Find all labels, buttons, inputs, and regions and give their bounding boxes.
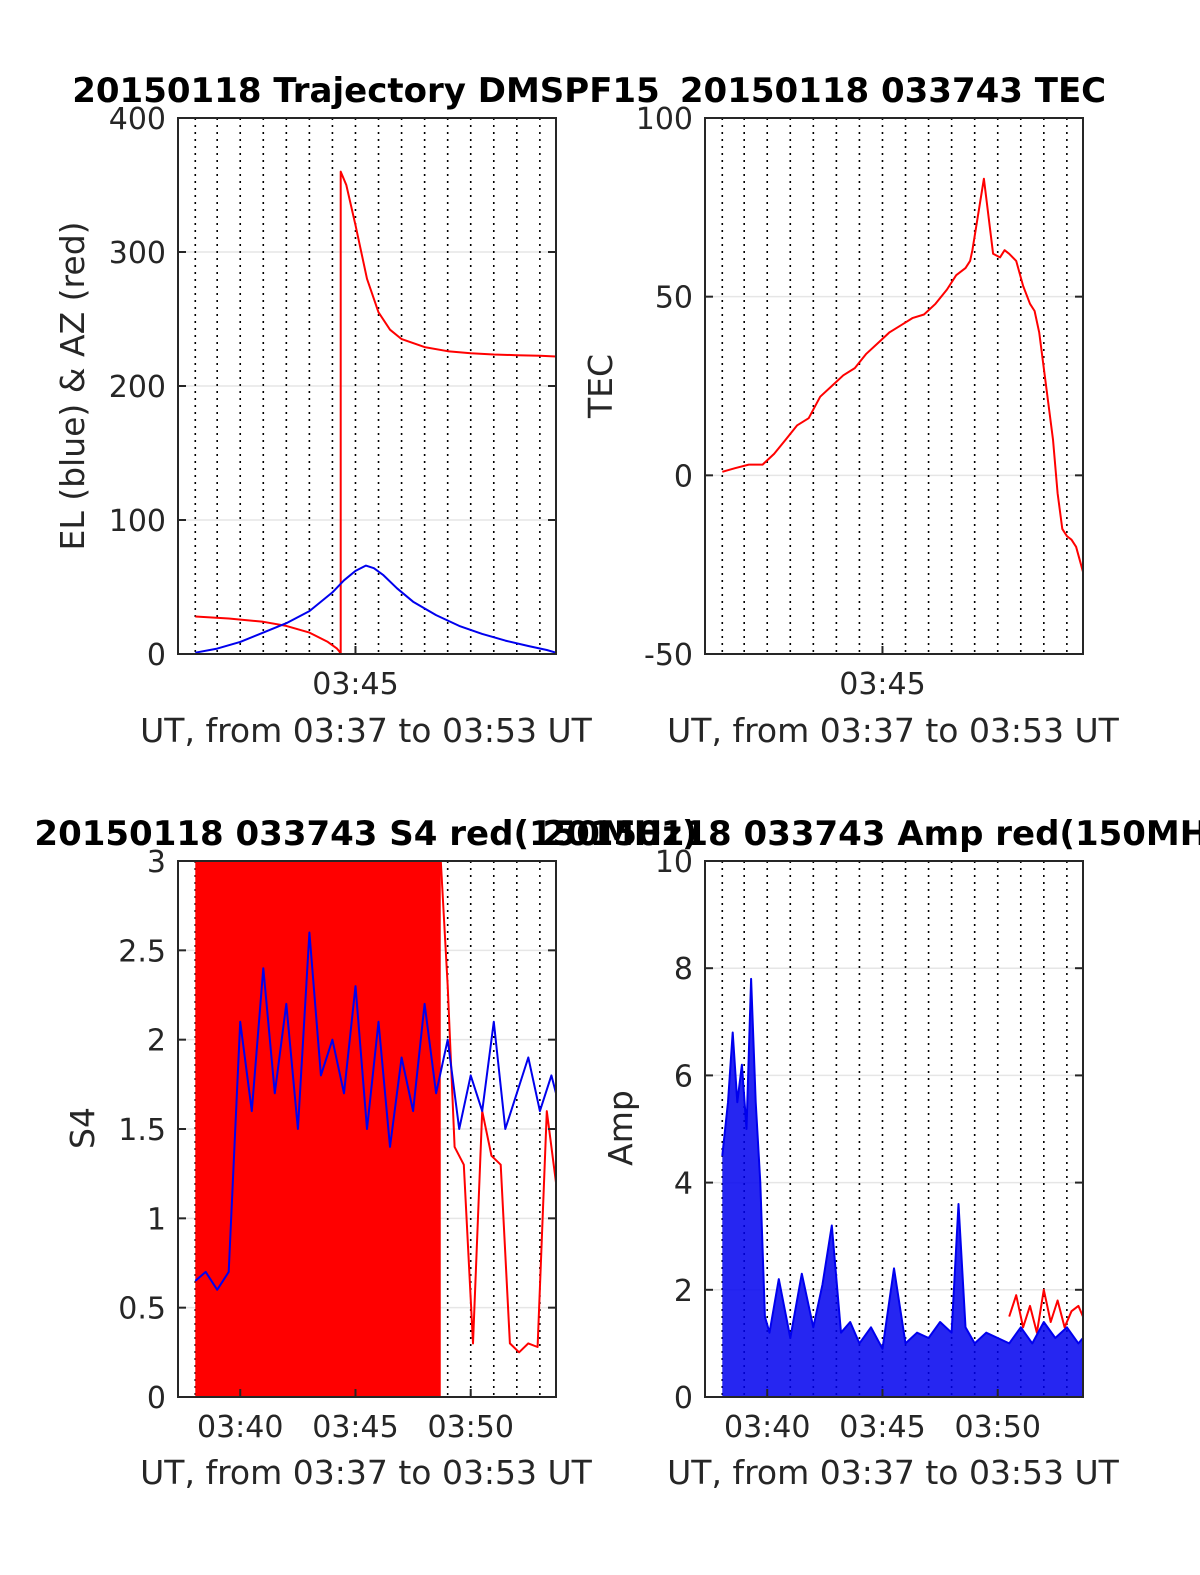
series-line-red [195,860,557,1354]
panel-trajectory: 20150118 Trajectory DMSPF15 UT, from 03:… [53,71,660,750]
series-line-blue [195,564,557,654]
panel-trajectory-plot: 0 100 200 300 400 03:45 [109,102,557,702]
panel-trajectory-title: 20150118 Trajectory DMSPF15 [72,71,660,111]
ytick-label-1: 100 [109,504,166,539]
ytick-label-3: 100 [636,102,693,137]
series-line-red [1008,1288,1084,1334]
ytick-label-1: 0 [674,459,693,494]
ytick-label-0: -50 [644,638,693,673]
xtick-label-1: 03:45 [312,1410,398,1445]
series-line-blue [194,931,557,1291]
ytick-label-0: 0 [147,638,166,673]
ytick-label-5: 10 [655,845,693,880]
ytick-label-3: 300 [109,236,166,271]
panel-tec-title: 20150118 033743 TEC [680,71,1106,111]
panel-tec-ylabel: TEC [581,354,620,419]
panel-trajectory-ylabel: EL (blue) & AZ (red) [53,221,92,550]
ytick-label-2: 200 [109,370,166,405]
xtick-label-0: 03:40 [724,1410,810,1445]
panel-amp-xlabel: UT, from 03:37 to 03:53 UT [667,1453,1120,1492]
panel-amp-plot: 0 2 4 6 8 10 03:40 03:45 03:50 [655,845,1084,1445]
panel-tec-plot: -50 0 50 100 03:45 [636,102,1084,702]
series-line-red [195,170,557,655]
panel-amp-ylabel: Amp [601,1090,640,1166]
xtick-label-0: 03:45 [312,667,398,702]
panel-amp: 20150118 033743 Amp red(150MHz) UT, from… [542,814,1200,1492]
panel-s4-xlabel: UT, from 03:37 to 03:53 UT [140,1453,593,1492]
xtick-label-1: 03:45 [839,1410,925,1445]
panel-amp-title: 20150118 033743 Amp red(150MHz) [542,814,1200,854]
panel-s4-title: 20150118 033743 S4 red(150MHz) [34,814,697,854]
ytick-label-1: 0.5 [118,1292,166,1327]
xtick-label-0: 03:45 [839,667,925,702]
panel-trajectory-xlabel: UT, from 03:37 to 03:53 UT [140,711,593,750]
series-line-red [722,177,1084,573]
panel-tec: 20150118 033743 TEC UT, from 03:37 to 03… [581,71,1120,750]
ytick-label-5: 2.5 [118,934,166,969]
ytick-label-3: 1.5 [118,1113,166,1148]
panel-s4: 20150118 033743 S4 red(150MHz) UT, from … [34,814,697,1492]
ytick-label-6: 3 [147,845,166,880]
ytick-label-3: 6 [674,1059,693,1094]
ytick-label-2: 4 [674,1167,693,1202]
xtick-label-0: 03:40 [197,1410,283,1445]
axes-box [704,860,1084,1398]
s4-red-band [195,861,441,1397]
panel-s4-ylabel: S4 [63,1107,102,1149]
ytick-label-0: 0 [147,1381,166,1416]
ytick-label-2: 50 [655,281,693,316]
ytick-label-4: 400 [109,102,166,137]
panel-s4-plot: 0 0.5 1 1.5 2 2.5 3 03:40 03:45 03:50 [118,845,557,1445]
xtick-label-2: 03:50 [954,1410,1040,1445]
ytick-label-0: 0 [674,1381,693,1416]
panel-tec-xlabel: UT, from 03:37 to 03:53 UT [667,711,1120,750]
ytick-label-4: 2 [147,1024,166,1059]
ytick-label-2: 1 [147,1202,166,1237]
xtick-label-2: 03:50 [427,1410,513,1445]
axes-box [704,117,1084,655]
ytick-label-4: 8 [674,952,693,987]
amp-blue-area [722,978,1083,1397]
ytick-label-1: 2 [674,1274,693,1309]
